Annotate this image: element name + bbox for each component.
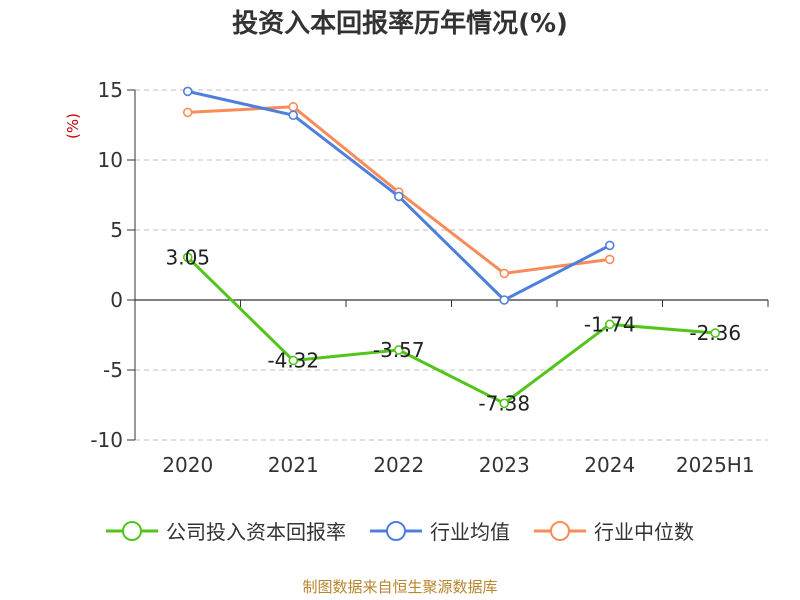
legend-label: 公司投入资本回报率 bbox=[166, 520, 346, 544]
series-point bbox=[604, 319, 615, 330]
x-tick-label: 2022 bbox=[373, 453, 424, 477]
x-tick-label: 2024 bbox=[584, 453, 635, 477]
series-point bbox=[182, 86, 193, 97]
data-label: -1.74 bbox=[584, 312, 636, 336]
y-tick-label: -10 bbox=[90, 428, 123, 452]
legend-swatch bbox=[370, 520, 422, 541]
legend-label: 行业中位数 bbox=[594, 520, 694, 544]
data-label: -7.38 bbox=[478, 391, 530, 415]
series-line-0 bbox=[186, 256, 716, 405]
legend-item: 行业中位数 bbox=[534, 516, 694, 545]
series-point bbox=[604, 240, 615, 251]
source-note: 制图数据来自恒生聚源数据库 bbox=[302, 578, 498, 596]
y-tick-label: 5 bbox=[110, 218, 123, 242]
x-tick-label: 2023 bbox=[479, 453, 530, 477]
series-point bbox=[182, 252, 193, 263]
y-axis-title: (%) bbox=[64, 113, 82, 139]
series-point bbox=[393, 191, 404, 202]
x-tick-label: 2021 bbox=[268, 453, 319, 477]
x-tick-label: 2020 bbox=[162, 453, 213, 477]
y-tick-label: 10 bbox=[98, 148, 123, 172]
series-point bbox=[499, 295, 510, 305]
series-point bbox=[499, 268, 510, 279]
series-point bbox=[182, 107, 193, 118]
x-tick-label: 2025H1 bbox=[676, 453, 755, 477]
chart-title: 投资入本回报率历年情况(%) bbox=[232, 9, 568, 39]
series-point bbox=[604, 254, 615, 265]
data-label: -3.57 bbox=[373, 338, 425, 362]
legend-label: 行业均值 bbox=[430, 520, 510, 544]
legend-item: 行业均值 bbox=[370, 516, 510, 545]
series-point bbox=[499, 398, 510, 409]
series-point bbox=[288, 102, 299, 112]
legend-swatch bbox=[534, 520, 586, 541]
series-point bbox=[710, 328, 721, 338]
data-label: 3.05 bbox=[165, 245, 210, 269]
y-tick-label: -5 bbox=[103, 358, 123, 382]
series-point bbox=[393, 345, 404, 355]
y-tick-label: 15 bbox=[98, 78, 123, 102]
legend-swatch bbox=[106, 520, 158, 541]
y-tick-label: 0 bbox=[110, 288, 123, 312]
legend: 公司投入资本回报率 行业均值 行业中位数 bbox=[0, 516, 800, 545]
series-point bbox=[288, 110, 299, 120]
data-label: -4.32 bbox=[267, 348, 319, 372]
legend-item: 公司投入资本回报率 bbox=[106, 516, 346, 545]
series-point bbox=[288, 355, 299, 366]
data-label: -2.36 bbox=[689, 321, 741, 345]
